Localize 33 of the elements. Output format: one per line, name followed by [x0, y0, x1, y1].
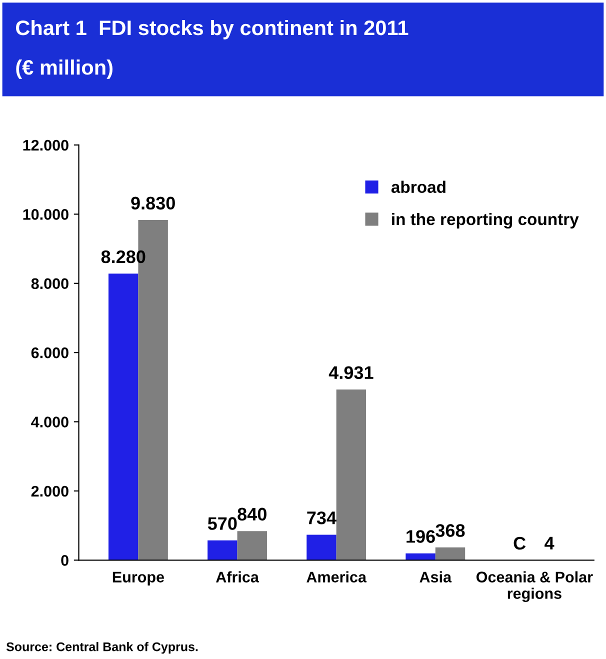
data-label: 9.830	[131, 196, 175, 210]
x-tick-label: Asia	[420, 571, 452, 582]
y-tick-label: 10.000	[23, 209, 68, 220]
y-tick-label: 0	[61, 555, 68, 566]
chart-title: Chart 1 FDI stocks by continent in 2011	[16, 20, 408, 40]
legend-label: abroad	[391, 180, 446, 193]
y-tick-label: 8.000	[31, 278, 68, 290]
bar	[208, 540, 238, 560]
bar	[108, 274, 138, 560]
y-tick-label: 4.000	[31, 416, 68, 428]
data-label: 734	[307, 511, 336, 524]
source-note: Source: Central Bank of Cyprus.	[6, 642, 198, 654]
y-tick-label: 12.000	[23, 140, 68, 151]
bar	[306, 534, 336, 560]
chart-subtitle: (€ million)	[16, 59, 112, 79]
bar	[336, 390, 366, 560]
data-label: 368	[436, 524, 465, 537]
data-label: 196	[406, 530, 435, 543]
y-tick-label: 2.000	[31, 486, 68, 497]
data-label: 4	[544, 536, 554, 550]
text: C	[514, 536, 526, 550]
data-label: 4.931	[328, 366, 374, 380]
data-label: 840	[238, 508, 266, 521]
bar	[435, 547, 466, 560]
y-tick-label: 6.000	[31, 347, 68, 358]
x-tick-label: Africa	[216, 571, 260, 582]
x-tick-label: Oceania & Polar regions	[476, 571, 593, 602]
legend-label: in the reporting country	[392, 212, 579, 229]
x-tick-label: Europe	[112, 572, 164, 586]
x-tick-label: America	[306, 571, 367, 582]
data-label: 570	[208, 517, 237, 530]
bar	[237, 531, 267, 560]
data-label: 8.280	[101, 250, 146, 264]
